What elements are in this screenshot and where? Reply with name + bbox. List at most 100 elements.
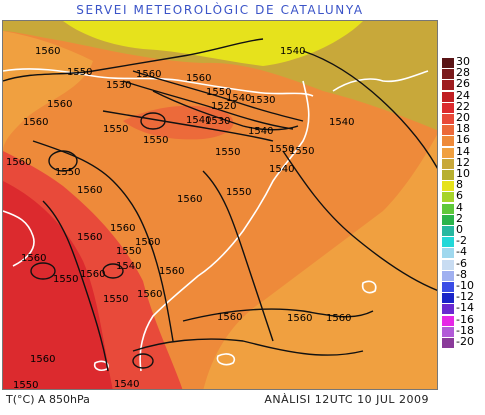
legend-swatch (442, 259, 454, 270)
legend-swatch (442, 293, 454, 304)
legend-label: -12 (456, 290, 474, 304)
contour-label: 1560 (77, 185, 102, 196)
contour-line (3, 38, 264, 82)
legend-swatch (442, 214, 454, 225)
temperature-legend: 30 28 26 24 22 20 18 16 14 12 10 8 6 4 2 0 -2 -4 -6 -8 -10 -1… (442, 55, 484, 358)
legend-row: 12 (442, 155, 484, 169)
legend-swatch (442, 270, 454, 281)
border-east (332, 70, 429, 92)
contour-label: 1550 (55, 167, 80, 178)
contour-label: 1550 (53, 274, 78, 285)
legend-label: 14 (456, 144, 470, 158)
legend-swatch (442, 80, 454, 91)
contour-loop (30, 262, 56, 280)
contour-line (132, 70, 304, 122)
contour-line (202, 170, 274, 342)
legend-label: -10 (456, 279, 474, 292)
contour-label: 1540 (248, 126, 273, 137)
contour-label: 1550 (215, 147, 240, 158)
border-north (3, 68, 314, 97)
legend-row: 20 (442, 112, 484, 124)
legend-label: -2 (456, 234, 467, 248)
legend-row: -4 (442, 246, 484, 259)
contour-label: 1560 (77, 232, 102, 243)
legend-row: 10 (442, 167, 484, 180)
variable-label: T(°C) A 850hPa (6, 393, 90, 406)
field-warm-pocket (123, 105, 234, 140)
legend-label: 22 (456, 99, 470, 113)
contour-label: 1540 (280, 46, 305, 57)
legend-swatch (442, 304, 454, 315)
legend-label: -8 (456, 267, 467, 281)
contour-label: 1560 (326, 313, 351, 324)
field-olive (3, 21, 437, 131)
legend-row: 24 (442, 89, 484, 102)
legend-label: -18 (456, 323, 474, 337)
legend-swatch (442, 114, 454, 124)
legend-label: -20 (456, 335, 474, 348)
analysis-timestamp: ANÀLISI 12UTC 10 JUL 2009 (264, 393, 429, 406)
legend-row: 28 (442, 66, 484, 80)
legend-label: 16 (456, 133, 470, 147)
contour-loop (102, 263, 124, 279)
contour-line (152, 90, 299, 131)
contour-label: 1550 (116, 246, 141, 257)
legend-swatch (442, 237, 454, 248)
legend-row: 16 (442, 133, 484, 147)
page-title: SERVEI METEOROLÒGIC DE CATALUNYA (76, 3, 364, 17)
contour-label: 1540 (269, 164, 294, 175)
legend-swatch (442, 326, 454, 337)
legend-row: -20 (442, 335, 484, 348)
contour-label: 1550 (289, 146, 314, 157)
legend-row: 0 (442, 223, 484, 236)
contour-line (42, 200, 109, 372)
legend-label: 30 (456, 55, 470, 68)
contour-label: 1550 (143, 135, 168, 146)
legend-label: 12 (456, 155, 470, 169)
legend-label: -16 (456, 312, 474, 326)
field-yellow (63, 21, 363, 66)
field-amber (3, 31, 93, 151)
contour-label: 1530 (205, 116, 230, 127)
legend-row: -12 (442, 290, 484, 304)
contour-label: 1560 (136, 69, 161, 80)
legend-swatch (442, 91, 454, 102)
contour-label: 1550 (269, 144, 294, 155)
legend-label: -14 (456, 301, 474, 315)
legend-swatch (442, 158, 454, 169)
legend-label: 10 (456, 167, 470, 180)
island-1 (361, 280, 377, 294)
legend-label: 4 (456, 200, 463, 214)
contour-label: 1560 (110, 223, 135, 234)
legend-label: 6 (456, 189, 463, 203)
legend-swatch (442, 226, 454, 236)
contour-loop (48, 150, 78, 172)
map-panel: 1560 1540 1550 1560 1530 1560 1550 1540 … (2, 20, 438, 390)
field-amber-east (203, 134, 437, 389)
coastline-west (3, 210, 35, 267)
contour-label: 1560 (30, 354, 55, 365)
contour-label: 1560 (137, 289, 162, 300)
legend-swatch (442, 170, 454, 180)
contour-line (122, 80, 294, 130)
legend-label: 0 (456, 223, 463, 236)
contour-label: 1560 (135, 237, 160, 248)
legend-label: -6 (456, 256, 467, 270)
contour-line (102, 110, 274, 142)
legend-row: 22 (442, 99, 484, 113)
legend-label: 8 (456, 178, 463, 192)
legend-label: 28 (456, 66, 470, 80)
contour-label: 1560 (6, 157, 31, 168)
contour-label: 1560 (177, 194, 202, 205)
legend-row: 26 (442, 78, 484, 91)
legend-row: 8 (442, 178, 484, 192)
contour-label: 1550 (103, 124, 128, 135)
legend-swatch (442, 102, 454, 113)
legend-swatch (442, 147, 454, 158)
field-deep-red (3, 181, 113, 389)
legend-label: 2 (456, 211, 463, 225)
legend-row: -10 (442, 279, 484, 292)
contour-label: 1560 (217, 312, 242, 323)
legend-swatch (442, 282, 454, 292)
contour-label: 1550 (226, 187, 251, 198)
